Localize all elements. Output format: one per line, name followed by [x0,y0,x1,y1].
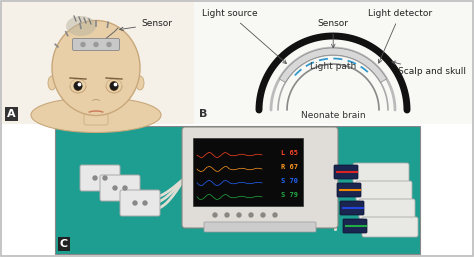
Text: Light path: Light path [310,61,356,70]
FancyBboxPatch shape [73,39,119,50]
Text: A: A [7,109,16,119]
Ellipse shape [109,81,118,91]
Ellipse shape [73,81,82,91]
FancyBboxPatch shape [359,199,415,219]
Ellipse shape [31,97,161,133]
Circle shape [74,82,82,89]
Ellipse shape [136,76,144,90]
Circle shape [94,42,98,47]
Circle shape [237,213,241,217]
FancyBboxPatch shape [84,93,108,125]
FancyBboxPatch shape [100,175,140,201]
FancyBboxPatch shape [362,217,418,237]
FancyBboxPatch shape [337,183,361,197]
Ellipse shape [66,16,96,36]
Text: C: C [60,239,68,249]
Text: S 70: S 70 [281,178,298,184]
Ellipse shape [48,76,56,90]
Text: Light detector: Light detector [368,10,432,63]
Circle shape [273,213,277,217]
Circle shape [225,213,229,217]
FancyBboxPatch shape [343,219,367,233]
FancyBboxPatch shape [120,190,160,216]
Circle shape [143,201,147,205]
Circle shape [213,213,217,217]
Circle shape [93,176,97,180]
Text: Neonate brain: Neonate brain [301,111,365,120]
Circle shape [133,201,137,205]
Circle shape [123,186,127,190]
FancyBboxPatch shape [182,127,338,228]
Text: R 67: R 67 [281,164,298,170]
FancyBboxPatch shape [356,181,412,201]
Text: B: B [199,109,207,119]
Polygon shape [279,48,387,82]
Text: Sensor: Sensor [318,20,348,48]
FancyBboxPatch shape [353,163,409,183]
Bar [55,126,420,254]
FancyBboxPatch shape [334,165,358,179]
FancyBboxPatch shape [340,201,364,215]
Ellipse shape [52,21,140,115]
Circle shape [81,42,85,47]
Ellipse shape [70,79,86,93]
Text: S 79: S 79 [281,192,298,198]
Circle shape [113,186,117,190]
Text: Scalp and skull: Scalp and skull [392,61,466,77]
Text: Light source: Light source [202,10,286,63]
Ellipse shape [106,79,122,93]
Bar [193,138,303,206]
Circle shape [261,213,265,217]
Circle shape [249,213,253,217]
Circle shape [103,176,107,180]
FancyBboxPatch shape [204,222,316,232]
Circle shape [110,82,118,89]
Circle shape [78,83,81,86]
Text: L 65: L 65 [281,150,298,156]
Circle shape [107,42,111,47]
FancyBboxPatch shape [80,165,120,191]
Bar [2,2,194,124]
Circle shape [114,83,117,86]
Text: Sensor: Sensor [119,20,172,31]
Bar [194,2,472,124]
